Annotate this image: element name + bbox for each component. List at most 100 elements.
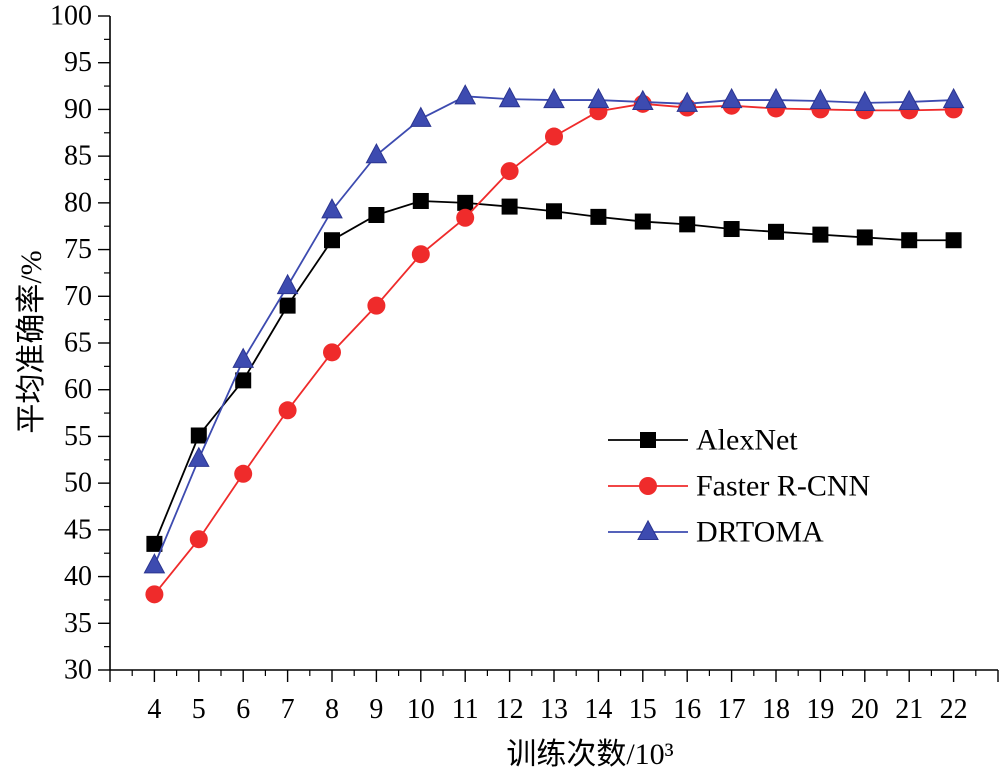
series-alexnet xyxy=(146,192,962,552)
data-point xyxy=(323,343,341,362)
x-tick-label: 5 xyxy=(192,694,206,725)
data-point xyxy=(498,86,521,108)
data-point xyxy=(276,273,299,295)
data-point xyxy=(278,401,297,420)
data-point xyxy=(365,142,388,164)
x-tick-label: 6 xyxy=(236,694,250,725)
x-tick-label: 8 xyxy=(325,694,339,725)
y-axis-title: 平均准确率/% xyxy=(15,250,48,433)
y-tick-label: 35 xyxy=(64,608,92,639)
y-tick-label: 100 xyxy=(50,1,92,32)
data-point xyxy=(321,198,343,219)
y-tick-label: 60 xyxy=(64,374,92,405)
data-point xyxy=(631,89,654,111)
data-point xyxy=(457,194,474,211)
x-tick-label: 15 xyxy=(629,694,657,725)
data-point xyxy=(809,88,832,110)
y-tick-label: 75 xyxy=(64,234,92,265)
data-point xyxy=(634,213,651,230)
x-tick-label: 20 xyxy=(851,694,879,725)
x-tick-label: 7 xyxy=(281,694,295,725)
data-point xyxy=(856,229,873,246)
legend-marker xyxy=(640,432,656,448)
data-point xyxy=(546,203,562,220)
data-point xyxy=(454,84,477,105)
series-layer xyxy=(143,84,965,604)
legend-label: Faster R-CNN xyxy=(696,470,870,503)
y-tick-label: 50 xyxy=(64,468,92,499)
data-point xyxy=(456,208,475,227)
y-tick-label: 45 xyxy=(64,514,92,545)
x-tick-label: 19 xyxy=(806,694,834,725)
x-tick-label: 22 xyxy=(940,694,968,725)
x-tick-label: 16 xyxy=(673,694,701,725)
data-point xyxy=(234,464,253,483)
data-point xyxy=(235,372,252,389)
data-point xyxy=(945,232,962,249)
data-point xyxy=(942,87,965,109)
data-point xyxy=(768,223,784,240)
data-point xyxy=(500,162,519,181)
x-tick-label: 11 xyxy=(452,694,479,725)
data-point xyxy=(411,245,430,264)
data-point xyxy=(190,427,207,444)
data-point xyxy=(367,296,386,315)
x-tick-label: 12 xyxy=(496,694,524,725)
data-point xyxy=(545,127,563,146)
y-tick-label: 95 xyxy=(64,47,92,78)
y-tick-label: 70 xyxy=(64,281,92,312)
y-tick-label: 30 xyxy=(64,655,92,686)
data-point xyxy=(412,192,429,209)
data-point xyxy=(368,207,385,224)
data-point xyxy=(723,221,740,238)
data-point xyxy=(590,208,607,225)
data-point xyxy=(679,216,696,233)
legend-item: AlexNet xyxy=(608,424,798,457)
data-point xyxy=(145,585,164,604)
legend-marker xyxy=(639,477,657,495)
data-point xyxy=(146,535,163,552)
data-point xyxy=(587,87,610,109)
x-tick-label: 14 xyxy=(584,694,612,725)
x-tick-label: 9 xyxy=(369,694,383,725)
data-point xyxy=(324,232,340,249)
y-tick-label: 40 xyxy=(64,561,92,592)
data-point xyxy=(901,232,918,249)
x-tick-label: 4 xyxy=(147,694,161,725)
y-tick-label: 65 xyxy=(64,328,92,359)
data-point xyxy=(765,87,787,109)
data-point xyxy=(898,89,921,111)
legend-item: DRTOMA xyxy=(608,516,824,549)
data-point xyxy=(501,198,518,215)
y-tick-label: 85 xyxy=(64,141,92,172)
data-point xyxy=(143,553,166,574)
series-line xyxy=(153,102,954,595)
series-faster-r-cnn xyxy=(145,94,963,604)
x-tick-label: 18 xyxy=(762,694,790,725)
x-tick-label: 21 xyxy=(895,694,923,725)
data-point xyxy=(720,87,743,109)
legend-item: Faster R-CNN xyxy=(608,470,870,503)
x-tick-label: 13 xyxy=(540,694,568,725)
data-point xyxy=(676,91,699,112)
data-point xyxy=(279,297,296,314)
data-point xyxy=(187,446,210,467)
y-tick-label: 55 xyxy=(64,421,92,452)
data-point xyxy=(543,87,565,109)
data-point xyxy=(853,90,876,111)
x-axis-title: 训练次数/10³ xyxy=(506,738,673,771)
legend: AlexNet Faster R-CNN DRTOMA xyxy=(608,424,870,549)
data-point xyxy=(189,530,208,549)
y-tick-label: 90 xyxy=(64,94,92,125)
x-tick-label: 10 xyxy=(407,694,435,725)
series-drtoma xyxy=(143,84,965,574)
legend-label: AlexNet xyxy=(696,424,798,457)
y-tick-label: 80 xyxy=(64,187,92,218)
data-point xyxy=(409,106,432,127)
legend-marker xyxy=(637,519,659,541)
x-tick-label: 17 xyxy=(718,694,746,725)
data-point xyxy=(812,226,829,243)
legend-label: DRTOMA xyxy=(696,516,824,549)
